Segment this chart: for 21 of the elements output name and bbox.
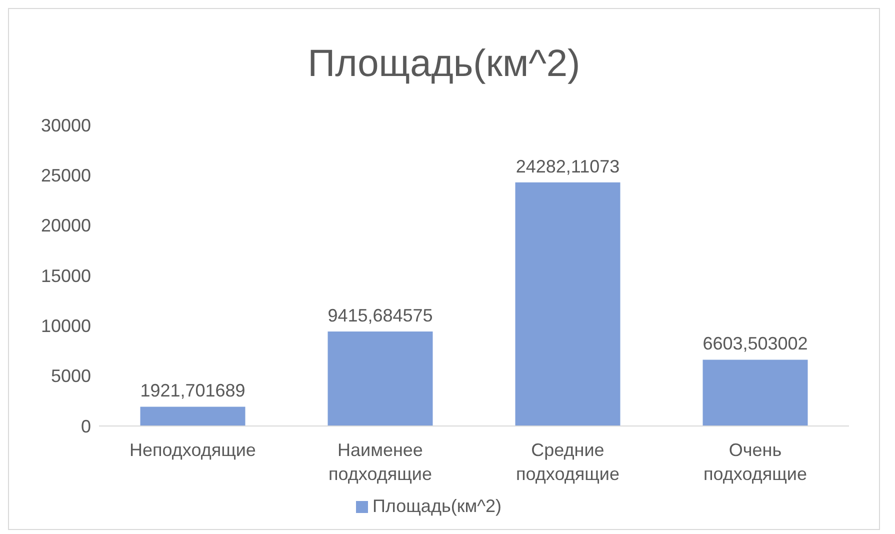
chart-title: Площадь(км^2) — [306, 43, 582, 87]
y-tick-label: 5000 — [50, 366, 91, 386]
bar — [702, 360, 808, 426]
y-tick-label: 25000 — [40, 166, 91, 186]
x-tick-label: Средние подходящие — [516, 440, 620, 484]
data-label: 1921,701689 — [140, 380, 246, 401]
x-tick-label: Неподходящие — [130, 440, 256, 460]
x-tick-label: Очень подходящие — [704, 440, 807, 484]
data-label: 9415,684575 — [328, 306, 433, 326]
y-tick-label: 0 — [80, 416, 91, 436]
y-tick-label: 20000 — [40, 216, 91, 236]
y-tick-label: 15000 — [40, 266, 91, 286]
x-tick-label: Наименее подходящие — [328, 440, 432, 484]
legend-label: Площадь(км^2) — [372, 496, 502, 516]
data-label: 24282,11073 — [516, 156, 620, 176]
bar — [515, 182, 620, 426]
y-tick-label: 30000 — [40, 115, 91, 136]
bar — [328, 332, 433, 426]
y-tick-label: 10000 — [40, 316, 91, 336]
bar — [140, 406, 246, 426]
data-label: 6603,503002 — [702, 334, 808, 354]
